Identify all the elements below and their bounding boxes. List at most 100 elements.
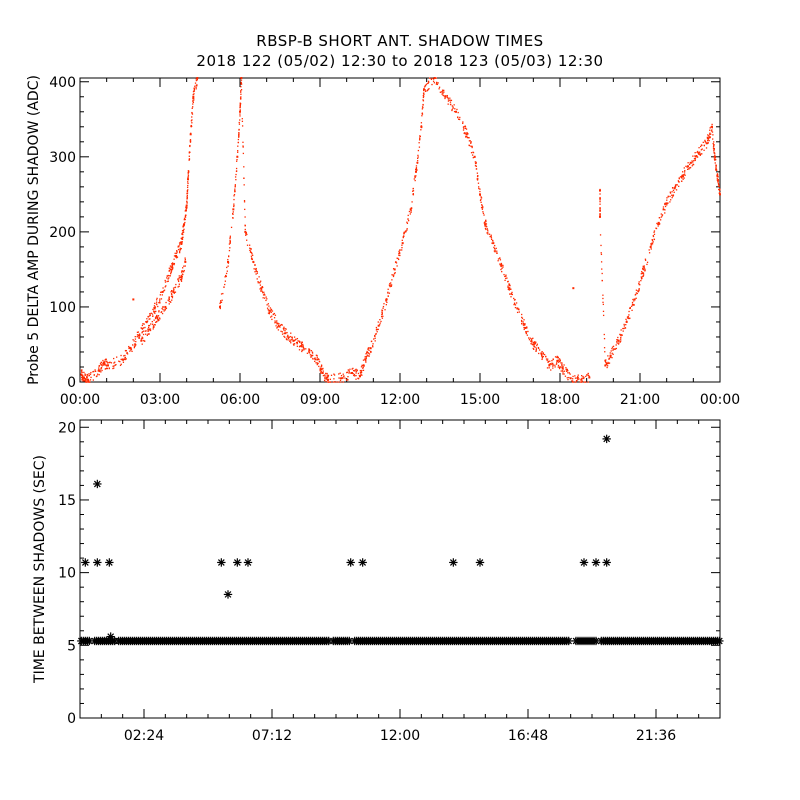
amplitude-point (154, 306, 156, 308)
amplitude-point (367, 348, 369, 350)
amplitude-point (644, 259, 647, 261)
amplitude-point (358, 374, 361, 377)
amplitude-point (100, 367, 103, 369)
amplitude-point (179, 279, 182, 281)
amplitude-point (187, 177, 189, 179)
amplitude-point (387, 291, 389, 293)
amplitude-point (479, 194, 481, 196)
amplitude-point (580, 381, 583, 383)
y-tick-label: 300 (49, 150, 76, 166)
amplitude-point (163, 310, 165, 312)
amplitude-point (277, 329, 280, 331)
amplitude-point (263, 291, 265, 293)
amplitude-point (367, 352, 370, 354)
amplitude-point (255, 273, 257, 275)
amplitude-point (290, 340, 292, 342)
amplitude-point (415, 169, 417, 171)
amplitude-point (453, 104, 455, 106)
amplitude-point (283, 326, 285, 328)
amplitude-point (643, 265, 645, 267)
amplitude-point (508, 289, 510, 291)
amplitude-point (694, 156, 696, 158)
amplitude-point (219, 305, 221, 308)
amplitude-point (362, 367, 364, 369)
amplitude-point (410, 209, 412, 211)
amplitude-point (626, 316, 629, 318)
amplitude-point (619, 333, 621, 336)
amplitude-point (599, 188, 601, 191)
amplitude-point (417, 156, 419, 158)
amplitude-point (618, 339, 620, 341)
amplitude-point (567, 372, 569, 374)
amplitude-point (241, 118, 243, 120)
y-tick-label: 0 (67, 375, 76, 391)
amplitude-point (381, 309, 384, 312)
amplitude-point (474, 162, 477, 165)
amplitude-point (172, 263, 174, 265)
amplitude-point (146, 334, 148, 337)
amplitude-point (566, 377, 568, 379)
amplitude-point (100, 364, 103, 366)
x-tick-label: 00:00 (60, 392, 100, 408)
amplitude-point (618, 342, 620, 344)
amplitude-point (170, 293, 173, 295)
amplitude-point (353, 374, 355, 377)
amplitude-point (144, 340, 146, 342)
amplitude-point (116, 356, 118, 358)
amplitude-point (165, 285, 167, 287)
amplitude-point (311, 352, 314, 354)
interval-point-stroke (217, 559, 225, 566)
amplitude-point (605, 362, 608, 365)
amplitude-point (258, 276, 260, 278)
amplitude-point (623, 327, 625, 330)
amplitude-point (504, 279, 506, 282)
amplitude-point (155, 310, 157, 313)
amplitude-point (240, 77, 243, 79)
amplitude-point (263, 293, 265, 295)
amplitude-point (308, 350, 310, 353)
amplitude-point (527, 330, 529, 333)
amplitude-point (195, 78, 197, 80)
amplitude-point (419, 135, 421, 138)
amplitude-point (717, 180, 720, 182)
amplitude-point (161, 290, 164, 293)
amplitude-point (457, 111, 459, 114)
amplitude-point (629, 306, 631, 309)
amplitude-point (523, 328, 525, 331)
amplitude-point (315, 362, 317, 364)
amplitude-point (522, 323, 525, 325)
amplitude-point (179, 243, 181, 246)
amplitude-point (243, 166, 245, 168)
amplitude-point (340, 374, 343, 377)
amplitude-point (175, 252, 178, 254)
amplitude-point (286, 331, 288, 334)
amplitude-point (141, 337, 144, 339)
amplitude-point (708, 139, 710, 142)
amplitude-point (155, 320, 158, 323)
amplitude-point (178, 275, 180, 277)
amplitude-point (556, 359, 558, 362)
y-tick-label: 15 (58, 493, 76, 509)
amplitude-point (193, 99, 195, 101)
amplitude-point (284, 330, 286, 332)
amplitude-point (123, 355, 125, 357)
amplitude-point (319, 372, 322, 374)
amplitude-point (240, 93, 242, 95)
amplitude-point (717, 183, 720, 186)
amplitude-point (235, 170, 238, 173)
amplitude-point (607, 355, 609, 357)
amplitude-point (521, 320, 523, 322)
amplitude-point (674, 186, 676, 188)
amplitude-point (610, 350, 612, 352)
amplitude-point (714, 159, 716, 161)
amplitude-point (238, 128, 240, 131)
amplitude-point (292, 343, 295, 345)
amplitude-point (317, 358, 319, 360)
amplitude-point (467, 137, 469, 139)
amplitude-point (270, 311, 272, 313)
amplitude-point (441, 91, 444, 93)
amplitude-point (628, 314, 630, 316)
amplitude-point (666, 199, 668, 201)
amplitude-point (80, 373, 83, 376)
amplitude-point (695, 155, 698, 157)
